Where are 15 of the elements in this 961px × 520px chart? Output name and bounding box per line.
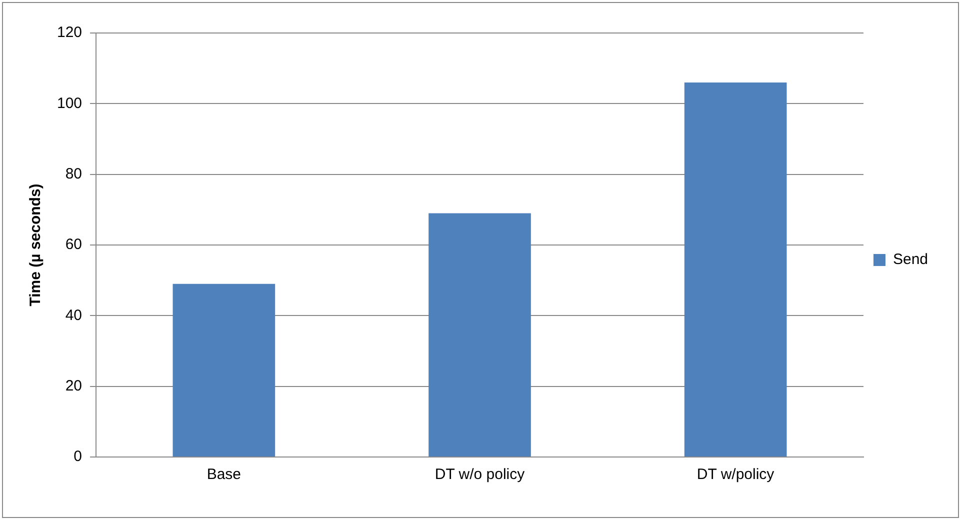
- x-tick-label: Base: [206, 466, 242, 484]
- y-tick-label: 20: [65, 377, 82, 394]
- x-tick-label: DT w/policy: [696, 466, 775, 484]
- y-axis-title: Time (µ seconds): [27, 184, 44, 306]
- x-tick-label: DT w/o policy: [434, 466, 526, 484]
- y-tick-label: 60: [65, 236, 82, 254]
- bar: [684, 82, 787, 456]
- y-tick-label: 40: [65, 306, 82, 324]
- bar: [172, 284, 276, 456]
- y-tick-label: 100: [56, 94, 82, 112]
- legend-label: Send: [892, 251, 928, 268]
- bar: [428, 213, 531, 456]
- y-tick-label: 80: [65, 165, 82, 182]
- y-tick-label: 0: [74, 448, 82, 466]
- y-tick-label: 120: [56, 24, 82, 42]
